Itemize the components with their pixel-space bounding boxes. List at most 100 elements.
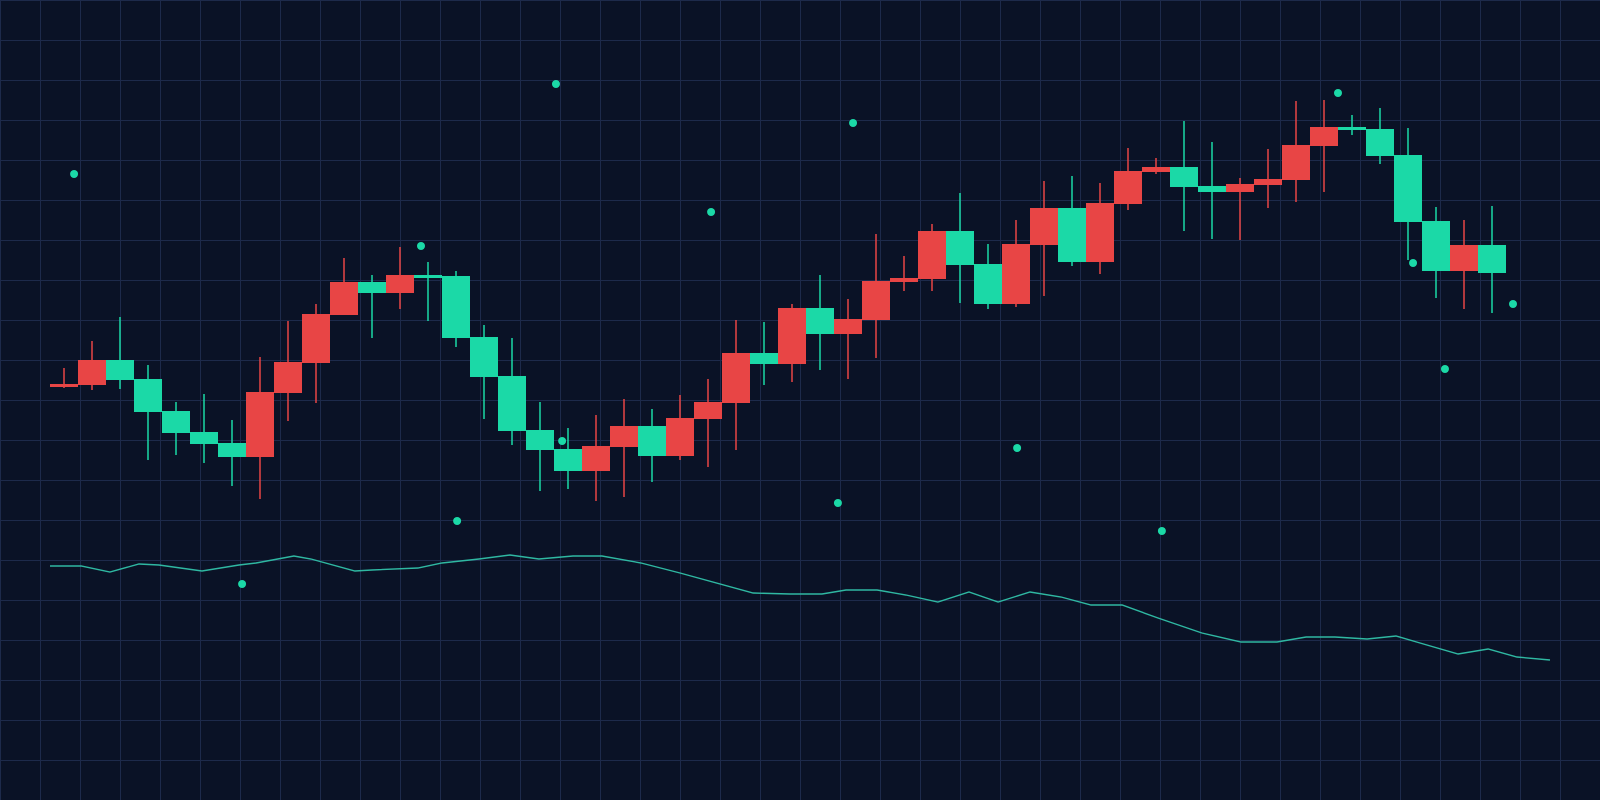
scatter-dot <box>453 517 462 525</box>
candle-body <box>526 430 554 450</box>
candle <box>722 320 750 450</box>
candle-body <box>1030 208 1058 245</box>
candle-body <box>50 384 78 387</box>
candle <box>862 234 890 358</box>
scatter-dot <box>849 119 858 127</box>
candle <box>1338 115 1366 135</box>
candle-body <box>554 449 582 471</box>
candle <box>638 409 666 482</box>
candle <box>974 244 1002 309</box>
candle-body <box>778 308 806 364</box>
candle-body <box>1198 186 1226 192</box>
candle <box>246 357 274 499</box>
candle-body <box>470 337 498 377</box>
candle-body <box>442 276 470 338</box>
candle-body <box>806 308 834 334</box>
candle <box>1478 206 1506 313</box>
candle-body <box>890 278 918 282</box>
candle <box>582 415 610 501</box>
candle-body <box>666 418 694 456</box>
candle-body <box>946 231 974 265</box>
scatter-dot <box>1440 365 1449 373</box>
candle-body <box>218 443 246 457</box>
candle <box>1114 148 1142 210</box>
candle-body <box>78 360 106 385</box>
candle <box>78 341 106 390</box>
candle-body <box>1394 155 1422 222</box>
candle <box>358 275 386 338</box>
scatter-dot <box>1334 89 1342 97</box>
scatter-dot <box>1157 527 1166 535</box>
candle <box>1030 181 1058 296</box>
candle-body <box>918 231 946 279</box>
scatter-dot <box>238 580 247 588</box>
candle <box>694 379 722 467</box>
candle <box>106 317 134 389</box>
candle-body <box>1366 129 1394 156</box>
scatter-dots <box>70 80 1517 588</box>
candle <box>1394 128 1422 260</box>
candle-body <box>1478 245 1506 273</box>
candle <box>1254 149 1282 208</box>
candle-body <box>358 282 386 293</box>
candle-body <box>722 353 750 403</box>
candle-body <box>330 282 358 315</box>
candle-body <box>190 432 218 444</box>
candle-body <box>1310 127 1338 146</box>
candle <box>526 402 554 491</box>
candle-body <box>610 426 638 447</box>
candle <box>498 338 526 445</box>
candle <box>1170 121 1198 231</box>
candle-body <box>1282 145 1310 180</box>
candle <box>806 275 834 370</box>
candle <box>190 394 218 463</box>
scatter-dot <box>417 242 425 250</box>
candle <box>442 271 470 347</box>
line-series <box>50 554 1551 661</box>
candle <box>1142 158 1170 174</box>
candle <box>1366 108 1394 164</box>
candle <box>1198 142 1226 239</box>
candles <box>50 100 1506 501</box>
candle <box>1086 183 1114 274</box>
candle-body <box>302 314 330 363</box>
candle-body <box>1114 171 1142 204</box>
candle <box>134 365 162 460</box>
candle-body <box>386 275 414 293</box>
candle <box>302 304 330 403</box>
candle <box>1450 220 1478 309</box>
scatter-dot <box>1509 300 1517 308</box>
candle-body <box>1450 245 1478 271</box>
candle-body <box>1058 208 1086 262</box>
scatter-dot <box>70 170 79 178</box>
candle <box>554 428 582 489</box>
candle <box>918 224 946 291</box>
candle <box>1422 207 1450 298</box>
candle-body <box>1254 179 1282 185</box>
candle <box>162 402 190 455</box>
candle <box>1226 178 1254 240</box>
candle-body <box>1086 203 1114 262</box>
candle <box>946 193 974 303</box>
scatter-dot <box>558 437 567 445</box>
candle <box>1310 100 1338 192</box>
candle-body <box>134 379 162 412</box>
candle <box>330 258 358 315</box>
candle <box>414 262 442 321</box>
candle-body <box>750 353 778 364</box>
candle-body <box>694 402 722 419</box>
candle-body <box>106 360 134 380</box>
candle-body <box>498 376 526 431</box>
candle-body <box>582 446 610 471</box>
candle <box>470 325 498 419</box>
candle <box>778 304 806 382</box>
candle-body <box>974 264 1002 304</box>
candle <box>610 399 638 497</box>
candle-body <box>1002 244 1030 304</box>
candle-body <box>1422 221 1450 271</box>
candle-body <box>862 281 890 320</box>
candle <box>386 247 414 309</box>
candle-body <box>1226 184 1254 192</box>
